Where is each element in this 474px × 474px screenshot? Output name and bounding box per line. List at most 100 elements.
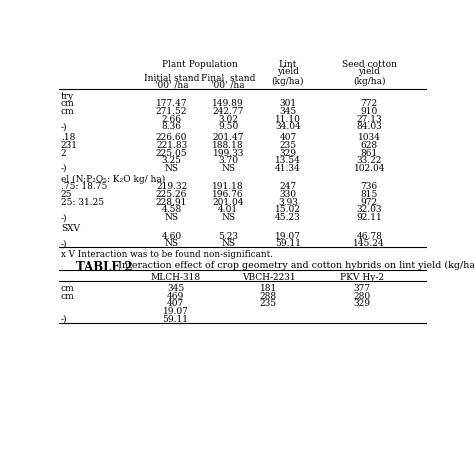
Text: -): -) (61, 164, 67, 173)
Text: 59.11: 59.11 (163, 315, 189, 324)
Text: 84.03: 84.03 (356, 122, 382, 131)
Text: 46.78: 46.78 (356, 232, 382, 241)
Text: 191.18: 191.18 (212, 182, 244, 191)
Text: (kg/ha): (kg/ha) (353, 77, 385, 86)
Text: TABLE 2: TABLE 2 (76, 261, 133, 274)
Text: 8.36: 8.36 (162, 122, 182, 131)
Text: 329: 329 (279, 148, 296, 157)
Text: 861: 861 (361, 148, 378, 157)
Text: 330: 330 (279, 190, 296, 199)
Text: 145.24: 145.24 (354, 239, 385, 248)
Text: 235: 235 (279, 141, 296, 150)
Text: el (N:P₂O₅: K₂O kg/ ha): el (N:P₂O₅: K₂O kg/ ha) (61, 175, 165, 184)
Text: cm: cm (61, 107, 74, 116)
Text: 102.04: 102.04 (354, 164, 385, 173)
Text: 25: 31.25: 25: 31.25 (61, 198, 104, 207)
Text: yield: yield (277, 67, 299, 76)
Text: 4.01: 4.01 (218, 206, 238, 215)
Text: 92.11: 92.11 (356, 213, 382, 222)
Text: NS: NS (221, 213, 235, 222)
Text: 301: 301 (279, 99, 296, 108)
Text: cm: cm (61, 292, 74, 301)
Text: 199.33: 199.33 (212, 148, 244, 157)
Text: cm: cm (61, 284, 74, 293)
Text: 1034: 1034 (358, 133, 381, 142)
Text: 377: 377 (353, 284, 370, 293)
Text: 280: 280 (353, 292, 370, 301)
Text: 469: 469 (167, 292, 184, 301)
Text: 3.93: 3.93 (278, 198, 298, 207)
Text: 628: 628 (361, 141, 378, 150)
Text: 4.58: 4.58 (162, 206, 182, 215)
Text: 271.52: 271.52 (156, 107, 187, 116)
Text: 772: 772 (361, 99, 378, 108)
Text: try: try (61, 91, 74, 100)
Text: -): -) (61, 315, 67, 324)
Text: 201.47: 201.47 (212, 133, 244, 142)
Text: 34.04: 34.04 (275, 122, 301, 131)
Text: NS: NS (164, 213, 179, 222)
Text: NS: NS (164, 164, 179, 173)
Text: 25: 25 (61, 190, 73, 199)
Text: NS: NS (221, 164, 235, 173)
Text: 27.13: 27.13 (356, 115, 382, 124)
Text: 13.54: 13.54 (275, 156, 301, 165)
Text: 228.91: 228.91 (156, 198, 187, 207)
Text: 4.60: 4.60 (162, 232, 182, 241)
Text: 201.04: 201.04 (212, 198, 244, 207)
Text: NS: NS (221, 239, 235, 248)
Text: : Interaction effect of crop geometry and cotton hybrids on lint yield (kg/ha).: : Interaction effect of crop geometry an… (112, 261, 474, 270)
Text: NS: NS (164, 239, 179, 248)
Text: MLCH-318: MLCH-318 (150, 273, 201, 282)
Text: yield: yield (358, 67, 380, 76)
Text: 329: 329 (353, 300, 370, 309)
Text: PKV Hy-2: PKV Hy-2 (339, 273, 383, 282)
Text: .75: 18.75: .75: 18.75 (61, 182, 107, 191)
Text: 345: 345 (167, 284, 184, 293)
Text: cm: cm (61, 99, 74, 108)
Text: 19.07: 19.07 (163, 307, 189, 316)
Text: 407: 407 (167, 300, 184, 309)
Text: 5.23: 5.23 (218, 232, 238, 241)
Text: 247: 247 (279, 182, 296, 191)
Text: 9.50: 9.50 (218, 122, 238, 131)
Text: '00' /ha: '00' /ha (155, 81, 189, 90)
Text: .18: .18 (61, 133, 75, 142)
Text: 221.83: 221.83 (156, 141, 187, 150)
Text: 225.26: 225.26 (156, 190, 187, 199)
Text: (kg/ha): (kg/ha) (272, 77, 304, 86)
Text: 226.60: 226.60 (156, 133, 187, 142)
Text: 11.10: 11.10 (275, 115, 301, 124)
Text: 235: 235 (260, 300, 277, 309)
Text: 41.34: 41.34 (275, 164, 301, 173)
Text: Initial stand: Initial stand (144, 74, 199, 83)
Text: 288: 288 (260, 292, 277, 301)
Text: 345: 345 (279, 107, 297, 116)
Text: 219.32: 219.32 (156, 182, 187, 191)
Text: 32.03: 32.03 (356, 206, 382, 215)
Text: 15.02: 15.02 (275, 206, 301, 215)
Text: VBCH-2231: VBCH-2231 (242, 273, 295, 282)
Text: SXV: SXV (61, 224, 80, 233)
Text: Final  stand: Final stand (201, 74, 255, 83)
Text: 3.02: 3.02 (218, 115, 238, 124)
Text: -): -) (61, 213, 67, 222)
Text: '00' /ha: '00' /ha (211, 81, 245, 90)
Text: Seed cotton: Seed cotton (342, 60, 397, 69)
Text: 231: 231 (61, 141, 78, 150)
Text: 149.89: 149.89 (212, 99, 244, 108)
Text: 225.05: 225.05 (156, 148, 187, 157)
Text: 242.77: 242.77 (212, 107, 244, 116)
Text: 196.76: 196.76 (212, 190, 244, 199)
Text: 177.47: 177.47 (156, 99, 187, 108)
Text: 181: 181 (260, 284, 277, 293)
Text: 3.25: 3.25 (162, 156, 182, 165)
Text: 188.18: 188.18 (212, 141, 244, 150)
Text: 33.22: 33.22 (356, 156, 382, 165)
Text: 3.70: 3.70 (218, 156, 238, 165)
Text: 736: 736 (361, 182, 378, 191)
Text: -): -) (61, 239, 67, 248)
Text: 407: 407 (279, 133, 297, 142)
Text: 19.07: 19.07 (275, 232, 301, 241)
Text: 45.23: 45.23 (275, 213, 301, 222)
